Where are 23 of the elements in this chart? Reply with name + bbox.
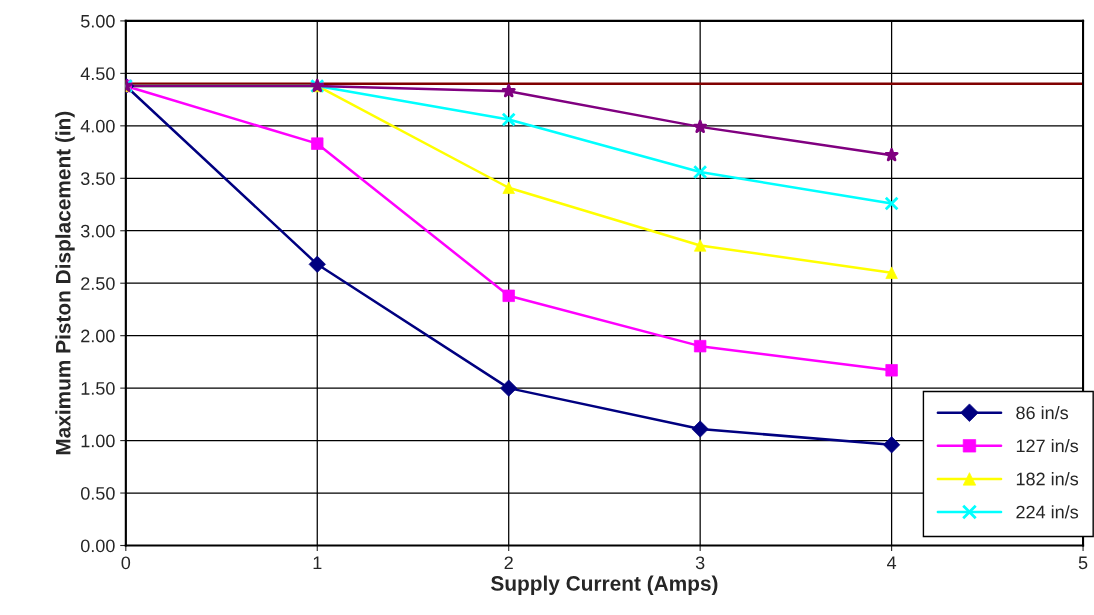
y-tick-label: 4.50 [80,67,115,81]
y-tick-label: 3.50 [80,172,115,186]
x-tick-label: 1 [313,556,322,570]
y-tick-label: 4.00 [80,119,115,133]
x-tick-label: 5 [1078,556,1088,570]
legend-label: 182 in/s [1016,472,1079,486]
y-tick-label: 2.50 [81,277,115,290]
x-tick-label: 3 [695,556,705,570]
y-tick-label: 0.50 [80,486,115,500]
legend-label: 127 in/s [1016,439,1079,453]
legend-label: 86 in/s [1016,405,1069,420]
y-tick-label: 2.00 [81,329,115,343]
x-tick-label: 2 [504,556,513,570]
x-axis-title: Supply Current (Amps) [491,575,718,595]
y-axis-title: Maximum Piston Displacement (in) [55,111,75,455]
y-tick-label: 0.00 [80,539,115,553]
y-tick-label: 1.00 [81,434,115,448]
legend-label: 224 in/s [1016,505,1079,519]
y-tick-label: 3.00 [80,224,115,238]
y-tick-label: 5.00 [80,14,115,28]
x-tick-label: 0 [121,556,131,570]
y-tick-label: 1.50 [81,382,115,395]
x-tick-label: 4 [887,556,897,570]
